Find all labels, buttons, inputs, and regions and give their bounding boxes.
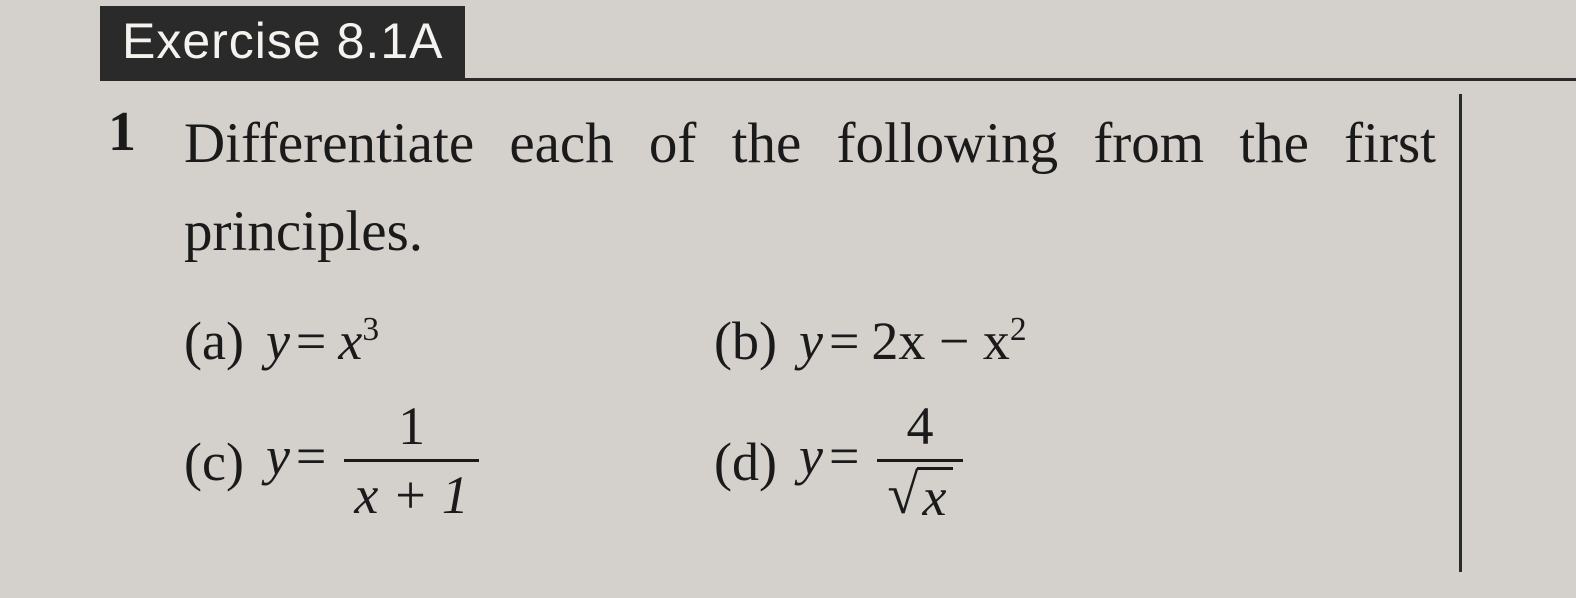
exercise-tag: Exercise 8.1A	[100, 6, 465, 80]
question-block: 1 Differentiate each of the following fr…	[108, 100, 1436, 527]
page: Exercise 8.1A 1 Differentiate each of th…	[0, 0, 1576, 598]
margin-rule	[1459, 94, 1462, 572]
rhs: 2x − x2	[871, 311, 1026, 371]
option-a: (a) y=x3	[184, 291, 684, 391]
option-equation: y=x3	[266, 310, 379, 372]
option-label: (c)	[184, 431, 244, 493]
sqrt: √x	[887, 467, 952, 524]
denominator: √x	[877, 462, 962, 526]
fraction: 1 x + 1	[344, 397, 478, 525]
lhs: y	[266, 311, 290, 371]
denominator: x + 1	[344, 462, 478, 526]
option-label: (d)	[714, 431, 777, 493]
lhs: y	[799, 311, 823, 371]
option-label: (b)	[714, 310, 777, 372]
numerator: 1	[344, 397, 478, 461]
radicand: x	[917, 467, 953, 524]
option-equation: y=2x − x2	[799, 310, 1027, 372]
lhs: y	[266, 426, 290, 486]
option-b: (b) y=2x − x2	[714, 291, 1274, 391]
question-number: 1	[108, 100, 136, 164]
option-equation: y= 4 √x	[799, 397, 963, 525]
rhs: x3	[338, 311, 379, 371]
options-grid: (a) y=x3 (b) y=2x − x2 (c) y= 1 x + 1	[184, 291, 1436, 527]
numerator: 4	[877, 397, 962, 461]
lhs: y	[799, 426, 823, 486]
option-label: (a)	[184, 310, 244, 372]
option-c: (c) y= 1 x + 1	[184, 397, 684, 527]
question-text: Differentiate each of the following from…	[184, 100, 1436, 277]
option-equation: y= 1 x + 1	[266, 397, 479, 525]
fraction: 4 √x	[877, 397, 962, 525]
option-d: (d) y= 4 √x	[714, 397, 1274, 527]
